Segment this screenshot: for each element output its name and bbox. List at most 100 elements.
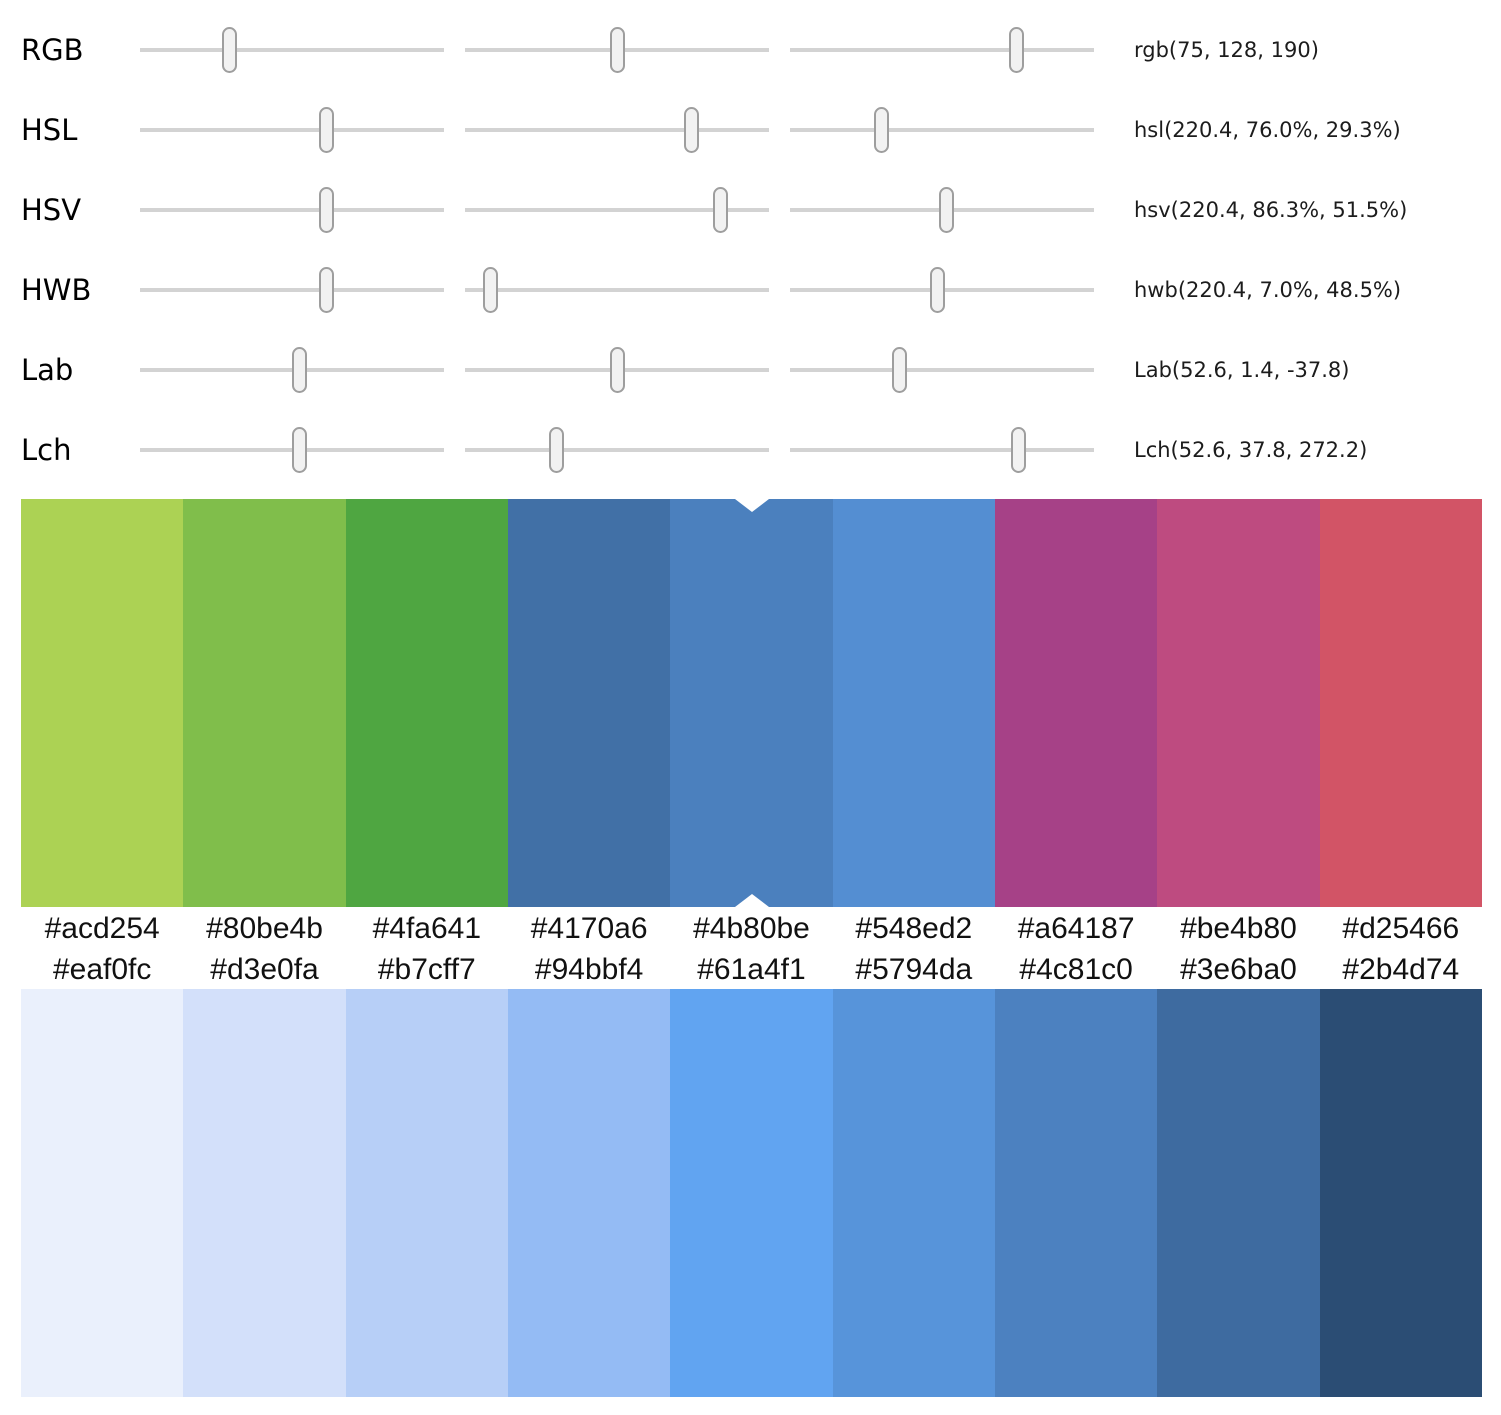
color-swatch[interactable]	[670, 989, 833, 1397]
selected-color-notch-top	[734, 499, 769, 512]
slider-track[interactable]	[465, 10, 769, 90]
slider-thumb[interactable]	[939, 187, 955, 233]
slider-thumb[interactable]	[318, 267, 334, 313]
hex-label: #d25466	[1342, 911, 1460, 945]
slider-track-line	[140, 48, 444, 52]
slider-thumb[interactable]	[873, 107, 889, 153]
slider-thumb[interactable]	[891, 347, 907, 393]
slider-track-line	[465, 288, 769, 292]
color-swatch[interactable]	[1157, 499, 1320, 907]
color-value-text: hwb(220.4, 7.0%, 48.5%)	[1134, 278, 1402, 302]
slider-thumb[interactable]	[548, 427, 564, 473]
slider-track-line	[140, 448, 444, 452]
color-swatch[interactable]	[183, 499, 346, 907]
palette-strip-bottom	[21, 989, 1482, 1397]
slider-track[interactable]	[140, 330, 444, 410]
slider-track-line	[790, 448, 1094, 452]
hex-label: #eaf0fc	[52, 952, 152, 986]
slider-track[interactable]	[465, 330, 769, 410]
color-value-text: Lch(52.6, 37.8, 272.2)	[1134, 438, 1368, 462]
color-swatch[interactable]	[832, 499, 995, 907]
hex-label: #61a4f1	[697, 952, 806, 986]
slider-track[interactable]	[140, 410, 444, 490]
hex-label: #4c81c0	[1019, 952, 1133, 986]
colorspace-label: HSV	[21, 192, 82, 227]
palette-strip-top	[21, 499, 1482, 907]
slider-track[interactable]	[465, 250, 769, 330]
selected-color-notch-bottom	[734, 894, 769, 907]
slider-row: Lch Lch(52.6, 37.8, 272.2)	[0, 410, 1501, 490]
colorspace-label: HWB	[21, 272, 92, 307]
slider-thumb[interactable]	[1008, 27, 1024, 73]
slider-thumb[interactable]	[610, 27, 626, 73]
hex-labels-bottom: #eaf0fc #d3e0fa #b7cff7 #94bbf4 #61a4f1 #5794…	[21, 950, 1482, 989]
slider-thumb[interactable]	[483, 267, 499, 313]
slider-track-line	[790, 48, 1094, 52]
slider-thumb[interactable]	[292, 347, 308, 393]
color-value-text: Lab(52.6, 1.4, -37.8)	[1134, 358, 1350, 382]
slider-thumb[interactable]	[683, 107, 699, 153]
color-swatch[interactable]	[994, 499, 1158, 907]
slider-thumb[interactable]	[318, 107, 334, 153]
slider-thumb[interactable]	[292, 427, 308, 473]
slider-track[interactable]	[790, 170, 1094, 250]
slider-thumb[interactable]	[610, 347, 626, 393]
hex-label: #94bbf4	[534, 952, 644, 986]
slider-track-line	[465, 448, 769, 452]
slider-track[interactable]	[790, 330, 1094, 410]
slider-track[interactable]	[790, 90, 1094, 170]
slider-row: Lab Lab(52.6, 1.4, -37.8)	[0, 330, 1501, 410]
slider-track[interactable]	[140, 10, 444, 90]
slider-track[interactable]	[140, 250, 444, 330]
colorspace-label: Lch	[21, 432, 72, 467]
color-value-text: hsl(220.4, 76.0%, 29.3%)	[1134, 118, 1401, 142]
slider-track[interactable]	[140, 90, 444, 170]
slider-panel: RGB rgb(75, 128, 190) HSL hsl(220.4, 76.0%,…	[0, 0, 1501, 490]
slider-track[interactable]	[790, 10, 1094, 90]
slider-track[interactable]	[140, 170, 444, 250]
color-swatch[interactable]	[1319, 499, 1482, 907]
hex-label: #2b4d74	[1342, 952, 1460, 986]
color-swatch[interactable]	[183, 989, 346, 1397]
color-swatch[interactable]	[507, 499, 671, 907]
slider-row: HWB hwb(220.4, 7.0%, 48.5%)	[0, 250, 1501, 330]
slider-thumb[interactable]	[318, 187, 334, 233]
slider-track[interactable]	[465, 170, 769, 250]
color-swatch[interactable]	[507, 989, 671, 1397]
hex-label: #548ed2	[855, 911, 973, 945]
color-swatch[interactable]	[21, 989, 184, 1397]
hex-label: #acd254	[44, 911, 160, 945]
slider-thumb[interactable]	[712, 187, 728, 233]
colorspace-label: HSL	[21, 112, 78, 147]
color-swatch[interactable]	[21, 499, 184, 907]
slider-track[interactable]	[790, 250, 1094, 330]
slider-track[interactable]	[465, 410, 769, 490]
color-swatch[interactable]	[670, 499, 833, 907]
slider-track[interactable]	[465, 90, 769, 170]
color-swatch[interactable]	[345, 499, 508, 907]
slider-thumb[interactable]	[929, 267, 945, 313]
color-swatch[interactable]	[1319, 989, 1482, 1397]
slider-track-line	[465, 208, 769, 212]
hex-label: #d3e0fa	[210, 952, 319, 986]
colorspace-label: RGB	[21, 32, 84, 67]
slider-thumb[interactable]	[221, 27, 237, 73]
color-swatch[interactable]	[1157, 989, 1320, 1397]
hex-label: #3e6ba0	[1180, 952, 1297, 986]
color-value-text: rgb(75, 128, 190)	[1134, 38, 1319, 62]
color-swatch[interactable]	[345, 989, 508, 1397]
hex-label: #be4b80	[1180, 911, 1297, 945]
slider-thumb[interactable]	[1010, 427, 1026, 473]
slider-track-line	[465, 128, 769, 132]
color-value-text: hsv(220.4, 86.3%, 51.5%)	[1134, 198, 1408, 222]
slider-track[interactable]	[790, 410, 1094, 490]
hex-label: #5794da	[855, 952, 973, 986]
slider-track-line	[790, 128, 1094, 132]
slider-row: RGB rgb(75, 128, 190)	[0, 10, 1501, 90]
color-swatch[interactable]	[832, 989, 995, 1397]
hex-labels-top: #acd254 #80be4b #4fa641 #4170a6 #4b80be #548e…	[21, 907, 1482, 950]
hex-label: #80be4b	[206, 911, 323, 945]
slider-track-line	[140, 368, 444, 372]
color-swatch[interactable]	[994, 989, 1158, 1397]
